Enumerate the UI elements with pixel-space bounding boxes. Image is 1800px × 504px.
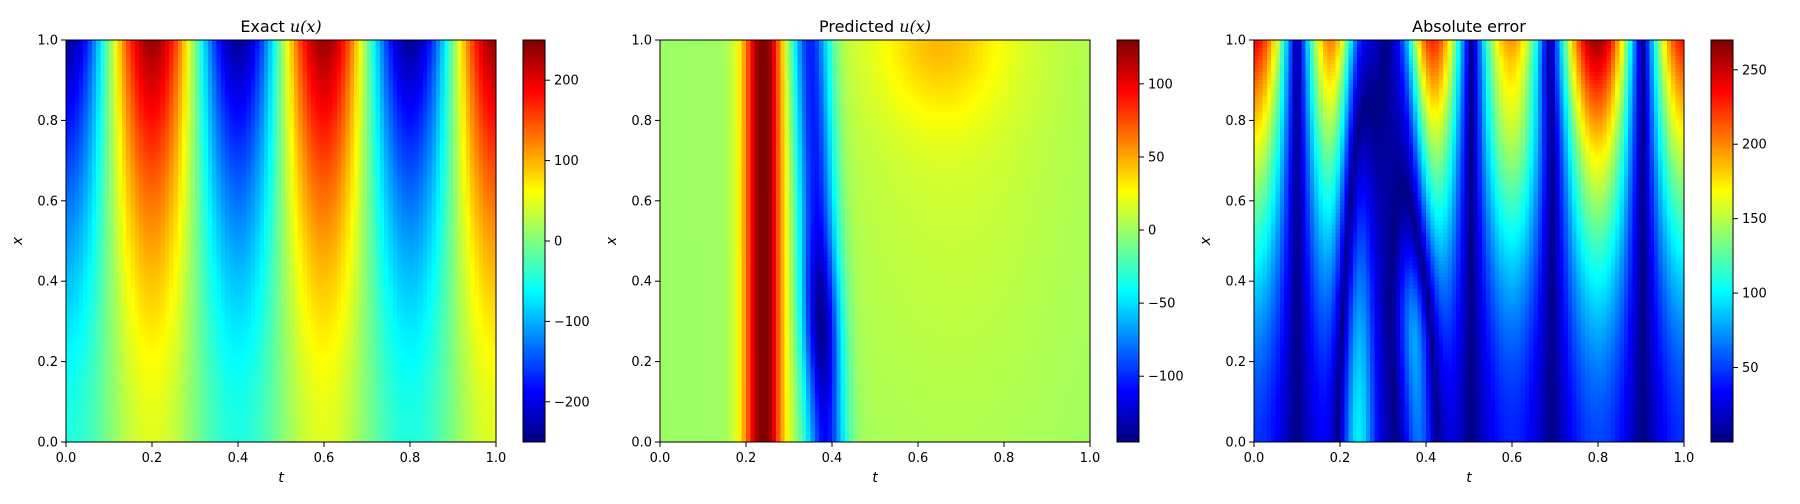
panel-error: Absolute error 0.0 0.2 0.4 0.6 0.8 1.0 0.0 0.2 0.… — [1198, 17, 1767, 486]
colorbar-gradient — [1117, 40, 1139, 442]
colorbar-tick-label: −200 — [554, 395, 590, 410]
x-tick-label: 1.0 — [486, 451, 507, 466]
x-axis-label: t — [872, 470, 878, 486]
x-tick-label: 0.2 — [142, 451, 163, 466]
y-axis-label: x — [1198, 236, 1214, 246]
colorbar-tick-label: −50 — [1148, 297, 1175, 312]
chart-title-text: Exact — [240, 17, 290, 36]
x-tick-label: 0.8 — [1588, 451, 1609, 466]
y-axis-label: x — [604, 236, 620, 246]
y-tick-label: 0.0 — [631, 436, 652, 451]
x-tick-label: 0.0 — [650, 451, 671, 466]
x-tick-label: 0.4 — [228, 451, 249, 466]
colorbar-tick-label: 150 — [1742, 212, 1767, 227]
x-axis-label: t — [1466, 470, 1472, 486]
y-tick-label: 0.4 — [37, 275, 58, 290]
colorbar-tick-label: 100 — [1148, 77, 1173, 92]
y-tick-label: 0.4 — [631, 275, 652, 290]
chart-title: Absolute error — [1412, 17, 1526, 36]
y-tick-label: 0.2 — [37, 355, 58, 370]
y-tick-label: 1.0 — [1225, 34, 1246, 49]
y-axis-label: x — [10, 236, 26, 246]
x-tick-label: 0.2 — [736, 451, 757, 466]
colorbar-tick-label: 50 — [1742, 361, 1759, 376]
colorbar-tick-label: 0 — [554, 235, 562, 250]
chart-title-math: u(x) — [290, 17, 322, 36]
y-tick-label: 0.6 — [37, 194, 58, 209]
colorbar-tick-label: 100 — [554, 154, 579, 169]
y-tick-label: 0.8 — [631, 114, 652, 129]
y-tick-label: 1.0 — [37, 34, 58, 49]
x-tick-label: 0.0 — [56, 451, 77, 466]
x-tick-label: 1.0 — [1674, 451, 1695, 466]
panel-exact: Exact u(x) 0.0 0.2 0.4 0.6 0.8 1.0 0.0 0.2 0.4 0.6… — [10, 17, 590, 486]
x-tick-label: 0.8 — [400, 451, 421, 466]
y-tick-label: 0.2 — [1225, 355, 1246, 370]
chart-title-math: u(x) — [899, 17, 931, 36]
colorbar-tick-label: 100 — [1742, 287, 1767, 302]
colorbar-tick-label: −100 — [1148, 370, 1184, 385]
colorbar-tick-label: 0 — [1148, 224, 1156, 239]
heatmap-image — [66, 40, 496, 442]
y-tick-label: 0.2 — [631, 355, 652, 370]
y-tick-label: 0.4 — [1225, 275, 1246, 290]
axes-frame — [659, 39, 1091, 443]
chart-title-text: Predicted — [819, 17, 899, 36]
colorbar-tick-label: 50 — [1148, 150, 1165, 165]
heatmap-image — [660, 40, 1090, 442]
x-tick-label: 0.4 — [1416, 451, 1437, 466]
chart-title: Predicted u(x) — [819, 17, 931, 36]
x-tick-label: 0.6 — [1502, 451, 1523, 466]
x-tick-label: 0.8 — [994, 451, 1015, 466]
y-tick-label: 0.6 — [631, 194, 652, 209]
colorbar-tick-label: 200 — [1742, 138, 1767, 153]
x-tick-label: 0.6 — [314, 451, 335, 466]
x-tick-label: 1.0 — [1080, 451, 1101, 466]
x-axis-label: t — [278, 470, 284, 486]
colorbar-frame — [1710, 39, 1734, 443]
x-tick-label: 0.0 — [1244, 451, 1265, 466]
colorbar-frame — [1116, 39, 1140, 443]
chart-title: Exact u(x) — [240, 17, 321, 36]
panel-predicted: Predicted u(x) 0.0 0.2 0.4 0.6 0.8 1.0 0.0 0.2 0.… — [604, 17, 1184, 486]
heatmap-image — [1254, 40, 1684, 442]
y-tick-label: 0.8 — [37, 114, 58, 129]
axes-frame — [65, 39, 497, 443]
chart-title-text: Absolute error — [1412, 17, 1526, 36]
y-tick-label: 0.8 — [1225, 114, 1246, 129]
colorbar-tick-label: 200 — [554, 74, 579, 89]
axes-frame — [1253, 39, 1685, 443]
x-tick-label: 0.6 — [908, 451, 929, 466]
colorbar-tick-label: −100 — [554, 315, 590, 330]
y-tick-label: 0.6 — [1225, 194, 1246, 209]
colorbar-gradient — [523, 40, 545, 442]
colorbar-gradient — [1711, 40, 1733, 442]
x-tick-label: 0.4 — [822, 451, 843, 466]
x-tick-label: 0.2 — [1330, 451, 1351, 466]
y-tick-label: 0.0 — [37, 436, 58, 451]
colorbar-tick-label: 250 — [1742, 63, 1767, 78]
y-tick-label: 1.0 — [631, 34, 652, 49]
y-tick-label: 0.0 — [1225, 436, 1246, 451]
